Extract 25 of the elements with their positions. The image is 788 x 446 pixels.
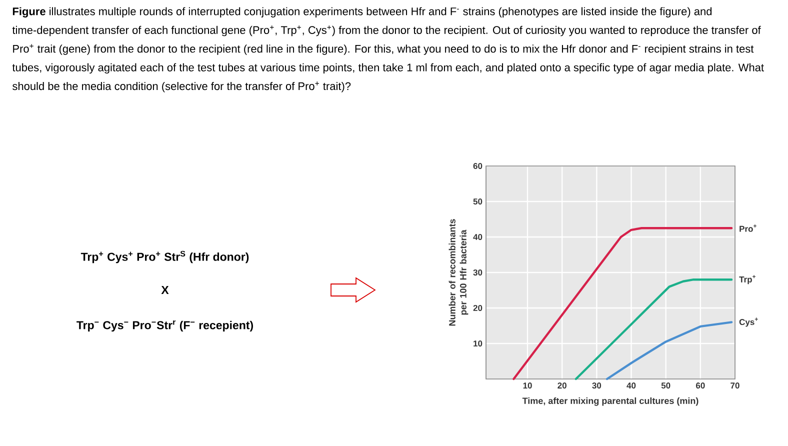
y-tick-label: 30 [473,269,482,276]
line-series [512,227,733,380]
text: X [161,286,169,294]
x-axis-title: Time, after mixing parental cultures (min) [522,397,698,406]
x-tick-label: 60 [696,382,705,389]
series-label: Pro$^{+}$ [740,224,756,232]
text: Trp$^{+}$ Cys$^{+}$ Pro$^{+}$ Str$^{S}$ (Hfr donor) [80,250,249,264]
y-axis-title: Number of recombinants per 100 Hfr bacteria [448,219,468,326]
x-tick-label: 10 [523,382,532,389]
line-series [574,278,733,380]
series-label: Cys$^{+}$ [739,318,758,327]
x-tick-label: 40 [626,382,636,389]
line-series [606,321,733,380]
y-tick-label: 40 [473,234,482,240]
text: Figure illustrates multiple rounds of interrupted conjugation experiments between Hfr and F$^{-}$ strains (phenotypes are listed inside the figure) and time-dependent transfer of each functional gene (Pro$^{+}$, Trp$^{+}$, Cys$^{+}$) from the donor to the recipient. Out of curiosity you wanted to reproduce the transfer of Pro$^{+}$ trait (gene) from the donor to the recipient (red line in the figure). For this, what you need to do is to mix the Hfr donor and F$^{-}$ recipient strains in test tubes, vigorously agitated each of the test tubes at various time points, then take 1 ml from each, and plated onto a specific type of agar media plate. What should be the media condition (selective for the transfer of Pro$^{+}$ trait)? [12,7,764,92]
y-tick-label: 20 [473,304,482,312]
series-label: Trp$^{+}$ [739,275,756,284]
x-tick-label: 20 [558,382,566,389]
x-tick-label: 30 [592,382,602,389]
x-tick-label: 70 [730,382,740,389]
y-tick-label: 10 [474,340,482,347]
y-tick-label: 60 [473,162,482,170]
text: Trp$^{−}$ Cys$^{−}$ Pro$^{−}$Str$^{r}$ (F$^{−}$ recepient) [76,320,253,332]
x-tick-label: 50 [661,382,670,389]
y-tick-label: 50 [473,198,482,205]
